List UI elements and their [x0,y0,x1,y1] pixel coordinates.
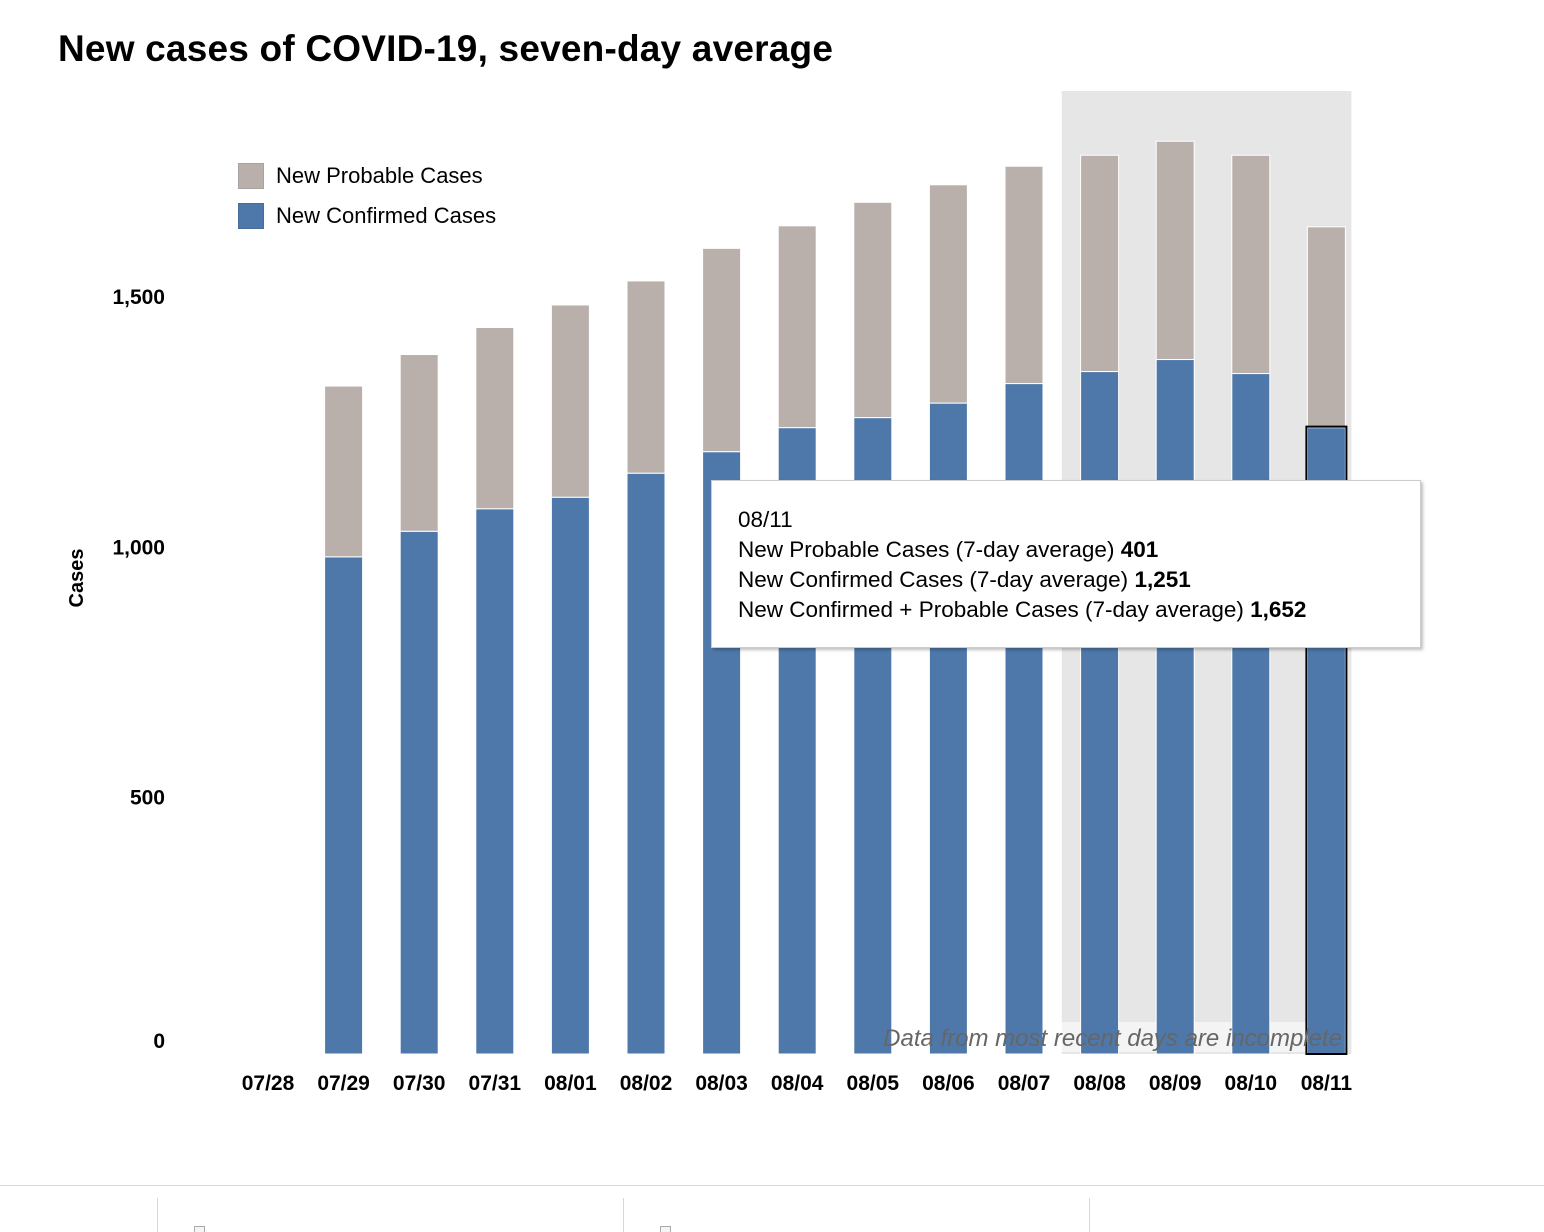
y-axis-label: Cases [66,549,88,608]
bar-confirmed [399,530,439,1055]
incomplete-data-note: Data from most recent days are incomplet… [883,1025,1342,1052]
tooltip-label: New Confirmed + Probable Cases (7-day av… [738,597,1244,622]
bar-probable [399,354,439,532]
legend-swatch-probable [238,162,264,189]
x-tick-label: 07/29 [317,1072,370,1095]
x-tick-label: 08/08 [1073,1072,1126,1095]
x-tick-label: 07/28 [242,1072,295,1095]
x-tick-label: 08/02 [620,1072,673,1095]
x-tick-label: 08/11 [1301,1072,1353,1095]
bar-confirmed [1080,371,1120,1055]
tooltip-row-total: New Confirmed + Probable Cases (7-day av… [738,595,1420,625]
x-tick-label: 08/03 [695,1072,748,1095]
bar-probable [626,280,666,474]
bar-confirmed [324,556,364,1055]
bars-group [324,140,1348,1055]
bar-probable [702,247,742,453]
bar-confirmed [475,508,515,1055]
bar-probable [475,326,515,510]
x-ticks-group: 07/28 07/29 07/30 07/31 08/01 08/02 08/03 08/04… [242,1072,1353,1095]
x-tick-label: 08/10 [1225,1072,1278,1095]
y-tick-label: 1,500 [112,286,165,309]
bar-probable [1080,154,1120,373]
tooltip-date: 08/11 [738,507,793,532]
x-tick-label: 08/01 [544,1072,597,1095]
bar-highlight-outline [1305,425,1348,1055]
panel-divider [623,1198,624,1232]
x-tick-label: 07/31 [469,1072,522,1095]
legend-swatch-confirmed [238,202,264,229]
file-icon[interactable] [660,1226,671,1232]
panel-divider [1089,1198,1090,1232]
tooltip: 08/11 New Probable Cases (7-day average)… [711,480,1421,648]
bar-probable [1155,140,1195,361]
bar-confirmed [550,496,590,1055]
bar-probable [324,385,364,558]
legend-label-probable: New Probable Cases [276,162,483,188]
bar-probable [1004,165,1044,385]
legend: New Probable Cases New Confirmed Cases [238,162,496,242]
tooltip-value: 1,251 [1134,567,1191,592]
bar-probable [550,304,590,498]
tooltip-value: 1,652 [1250,597,1307,622]
legend-label-confirmed: New Confirmed Cases [276,202,497,228]
file-icon[interactable] [194,1226,205,1232]
bottom-panel [0,1185,1544,1232]
tooltip-value: 401 [1120,537,1159,562]
bar-probable [853,201,893,419]
bar-confirmed [1155,359,1195,1055]
x-tick-label: 08/04 [771,1072,824,1095]
x-tick-label: 08/06 [922,1072,975,1095]
chart-title: New cases of COVID-19, seven-day average [58,28,834,69]
tooltip-row-confirmed: New Confirmed Cases (7-day average) 1,25… [738,565,1420,595]
x-tick-label: 07/30 [393,1072,446,1095]
bar-probable [1306,226,1346,429]
bar-probable [777,225,817,429]
tooltip-label: New Probable Cases (7-day average) [738,537,1115,562]
legend-item-confirmed[interactable]: New Confirmed Cases [238,202,496,229]
x-tick-label: 08/07 [998,1072,1051,1095]
legend-item-probable[interactable]: New Probable Cases [238,162,496,189]
y-ticks-group: 0 500 1,000 1,500 [112,286,165,1053]
x-tick-label: 08/05 [847,1072,900,1095]
bar-confirmed [1231,373,1271,1055]
x-tick-label: 08/09 [1149,1072,1202,1095]
tooltip-row-probable: New Probable Cases (7-day average) 401 [738,535,1420,565]
bar-probable [1231,154,1271,375]
bar-confirmed [626,472,666,1055]
y-tick-label: 1,000 [112,536,165,559]
tooltip-label: New Confirmed Cases (7-day average) [738,567,1129,592]
y-tick-label: 500 [130,787,165,810]
panel-divider [157,1198,158,1232]
y-tick-label: 0 [153,1030,165,1053]
bar-probable [928,184,968,404]
